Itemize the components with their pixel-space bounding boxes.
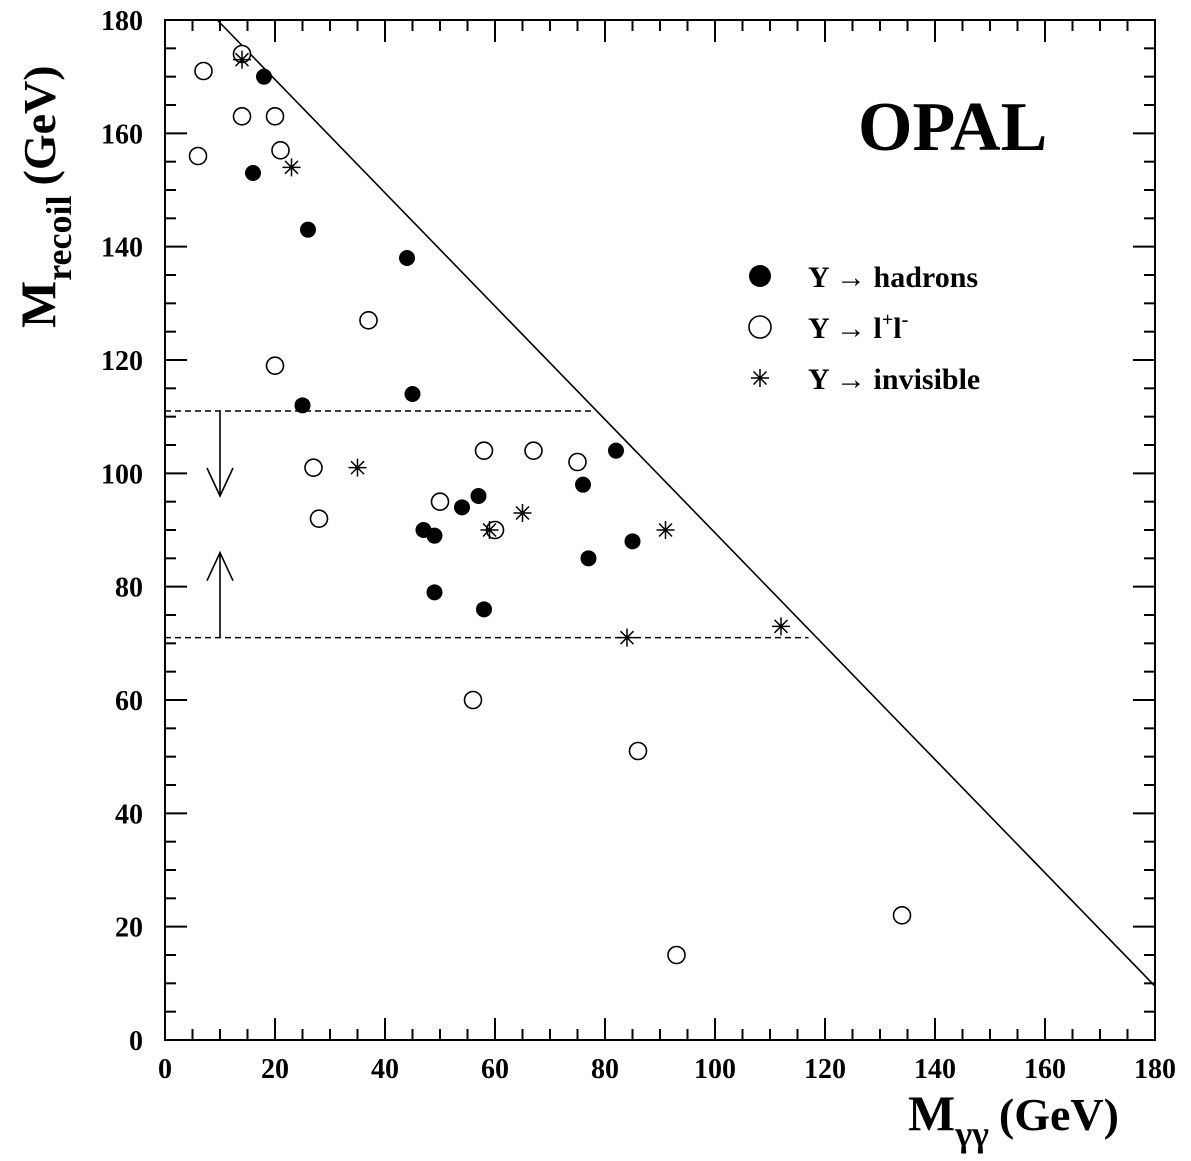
y-axis-title: Mrecoil (GeV) [10, 65, 79, 328]
hadrons-point [608, 442, 624, 459]
x-tick-label: 80 [591, 1054, 619, 1085]
legend-label: Y → l+l- [808, 309, 908, 345]
y-tick-label: 0 [129, 1026, 143, 1057]
hadrons-point [575, 476, 591, 493]
x-tick-label: 180 [1134, 1054, 1176, 1085]
y-tick-label: 20 [115, 913, 143, 944]
invisible-point [618, 628, 636, 647]
y-tick-label: 40 [115, 799, 143, 830]
lepton-point [188, 146, 208, 166]
data-points [188, 44, 912, 965]
lepton-point [474, 441, 494, 460]
invisible-point [348, 458, 367, 477]
hadrons-point [454, 499, 470, 516]
hadrons-point [256, 68, 272, 85]
invisible-point [656, 521, 675, 539]
hadrons-point [294, 397, 311, 414]
lepton-point [667, 945, 686, 965]
y-tick-label: 180 [101, 6, 143, 37]
lepton-point [430, 492, 450, 511]
x-axis-title: Mγγ (GeV) [908, 1085, 1119, 1154]
legend-label-prefix: Y → invisible [808, 363, 980, 396]
invisible-point [513, 504, 532, 522]
cut-lines [165, 410, 809, 639]
lepton-point [304, 458, 323, 477]
y-tick-label: 100 [101, 459, 143, 490]
hadrons-point [476, 601, 492, 618]
kinematic-limit-line [216, 19, 1156, 987]
invisible-point [233, 50, 251, 69]
legend-label: Y → hadrons [808, 261, 978, 294]
lepton-point [309, 509, 329, 528]
x-tick-label: 40 [371, 1054, 399, 1085]
x-tick-label: 0 [158, 1054, 172, 1085]
legend-label: Y → invisible [808, 363, 980, 396]
legend-invisible-marker [751, 369, 769, 387]
axis-ticks [164, 19, 1156, 1041]
legend-lepton-marker [748, 315, 772, 339]
x-tick-label: 120 [804, 1054, 846, 1085]
y-tick-label: 140 [101, 233, 143, 264]
y-axis-title-main: M [10, 281, 66, 328]
y-tick-label: 60 [115, 686, 143, 717]
lepton-point [463, 690, 483, 710]
opal-label: OPAL [858, 89, 1047, 166]
hadrons-point [580, 550, 597, 567]
y-tick-label: 80 [115, 573, 143, 604]
legend-hadrons-marker [749, 265, 771, 287]
kinematic-limit [216, 19, 1156, 987]
legend-label-sup: + [882, 309, 893, 331]
x-tick-label: 20 [261, 1054, 289, 1085]
hadrons-point [245, 165, 261, 181]
x-axis-title-unit: (GeV) [999, 1089, 1119, 1140]
legend-label-second: l [893, 312, 901, 345]
hadrons-point [470, 488, 487, 504]
lepton-point [271, 141, 290, 160]
invisible-point [772, 617, 790, 636]
x-axis-title-sub: γγ [954, 1114, 989, 1154]
x-axis-title-main: M [908, 1085, 955, 1141]
lepton-point [892, 906, 912, 925]
lepton-point [524, 441, 543, 460]
invisible-point [480, 521, 499, 539]
hadrons-point [624, 533, 641, 550]
legend-label-prefix: Y → hadrons [808, 261, 978, 294]
y-axis-title-sub: recoil [39, 196, 79, 281]
tick-labels: 0 20 40 60 80 100 120 140 160 180 0 20 40 60 80 100 120 1… [101, 6, 1176, 1085]
y-tick-label: 160 [101, 119, 143, 150]
lepton-point [628, 741, 648, 761]
hadrons-point [399, 250, 415, 266]
hadrons-point [426, 527, 443, 544]
hadrons-point [404, 386, 421, 402]
lepton-point [568, 452, 587, 472]
x-tick-label: 100 [694, 1054, 736, 1085]
lower-cut-arrowhead [206, 550, 234, 582]
lepton-point [194, 61, 213, 81]
legend: Y → hadrons Y → l+l- Y → invisible [748, 261, 980, 396]
hadrons-point [300, 221, 316, 238]
lepton-point [359, 311, 378, 330]
legend-label-sup2: - [902, 309, 909, 331]
y-tick-label: 120 [101, 346, 143, 377]
lepton-point [265, 107, 285, 126]
lepton-point [232, 107, 252, 126]
invisible-point [282, 158, 301, 177]
legend-label-prefix: Y → l [808, 312, 882, 345]
x-tick-label: 160 [1024, 1054, 1066, 1085]
y-axis-title-unit: (GeV) [14, 65, 65, 185]
upper-cut-arrowhead [206, 467, 234, 498]
x-tick-label: 140 [914, 1054, 956, 1085]
hadrons-point [426, 584, 443, 601]
x-tick-label: 60 [481, 1054, 509, 1085]
lepton-point [265, 356, 285, 375]
